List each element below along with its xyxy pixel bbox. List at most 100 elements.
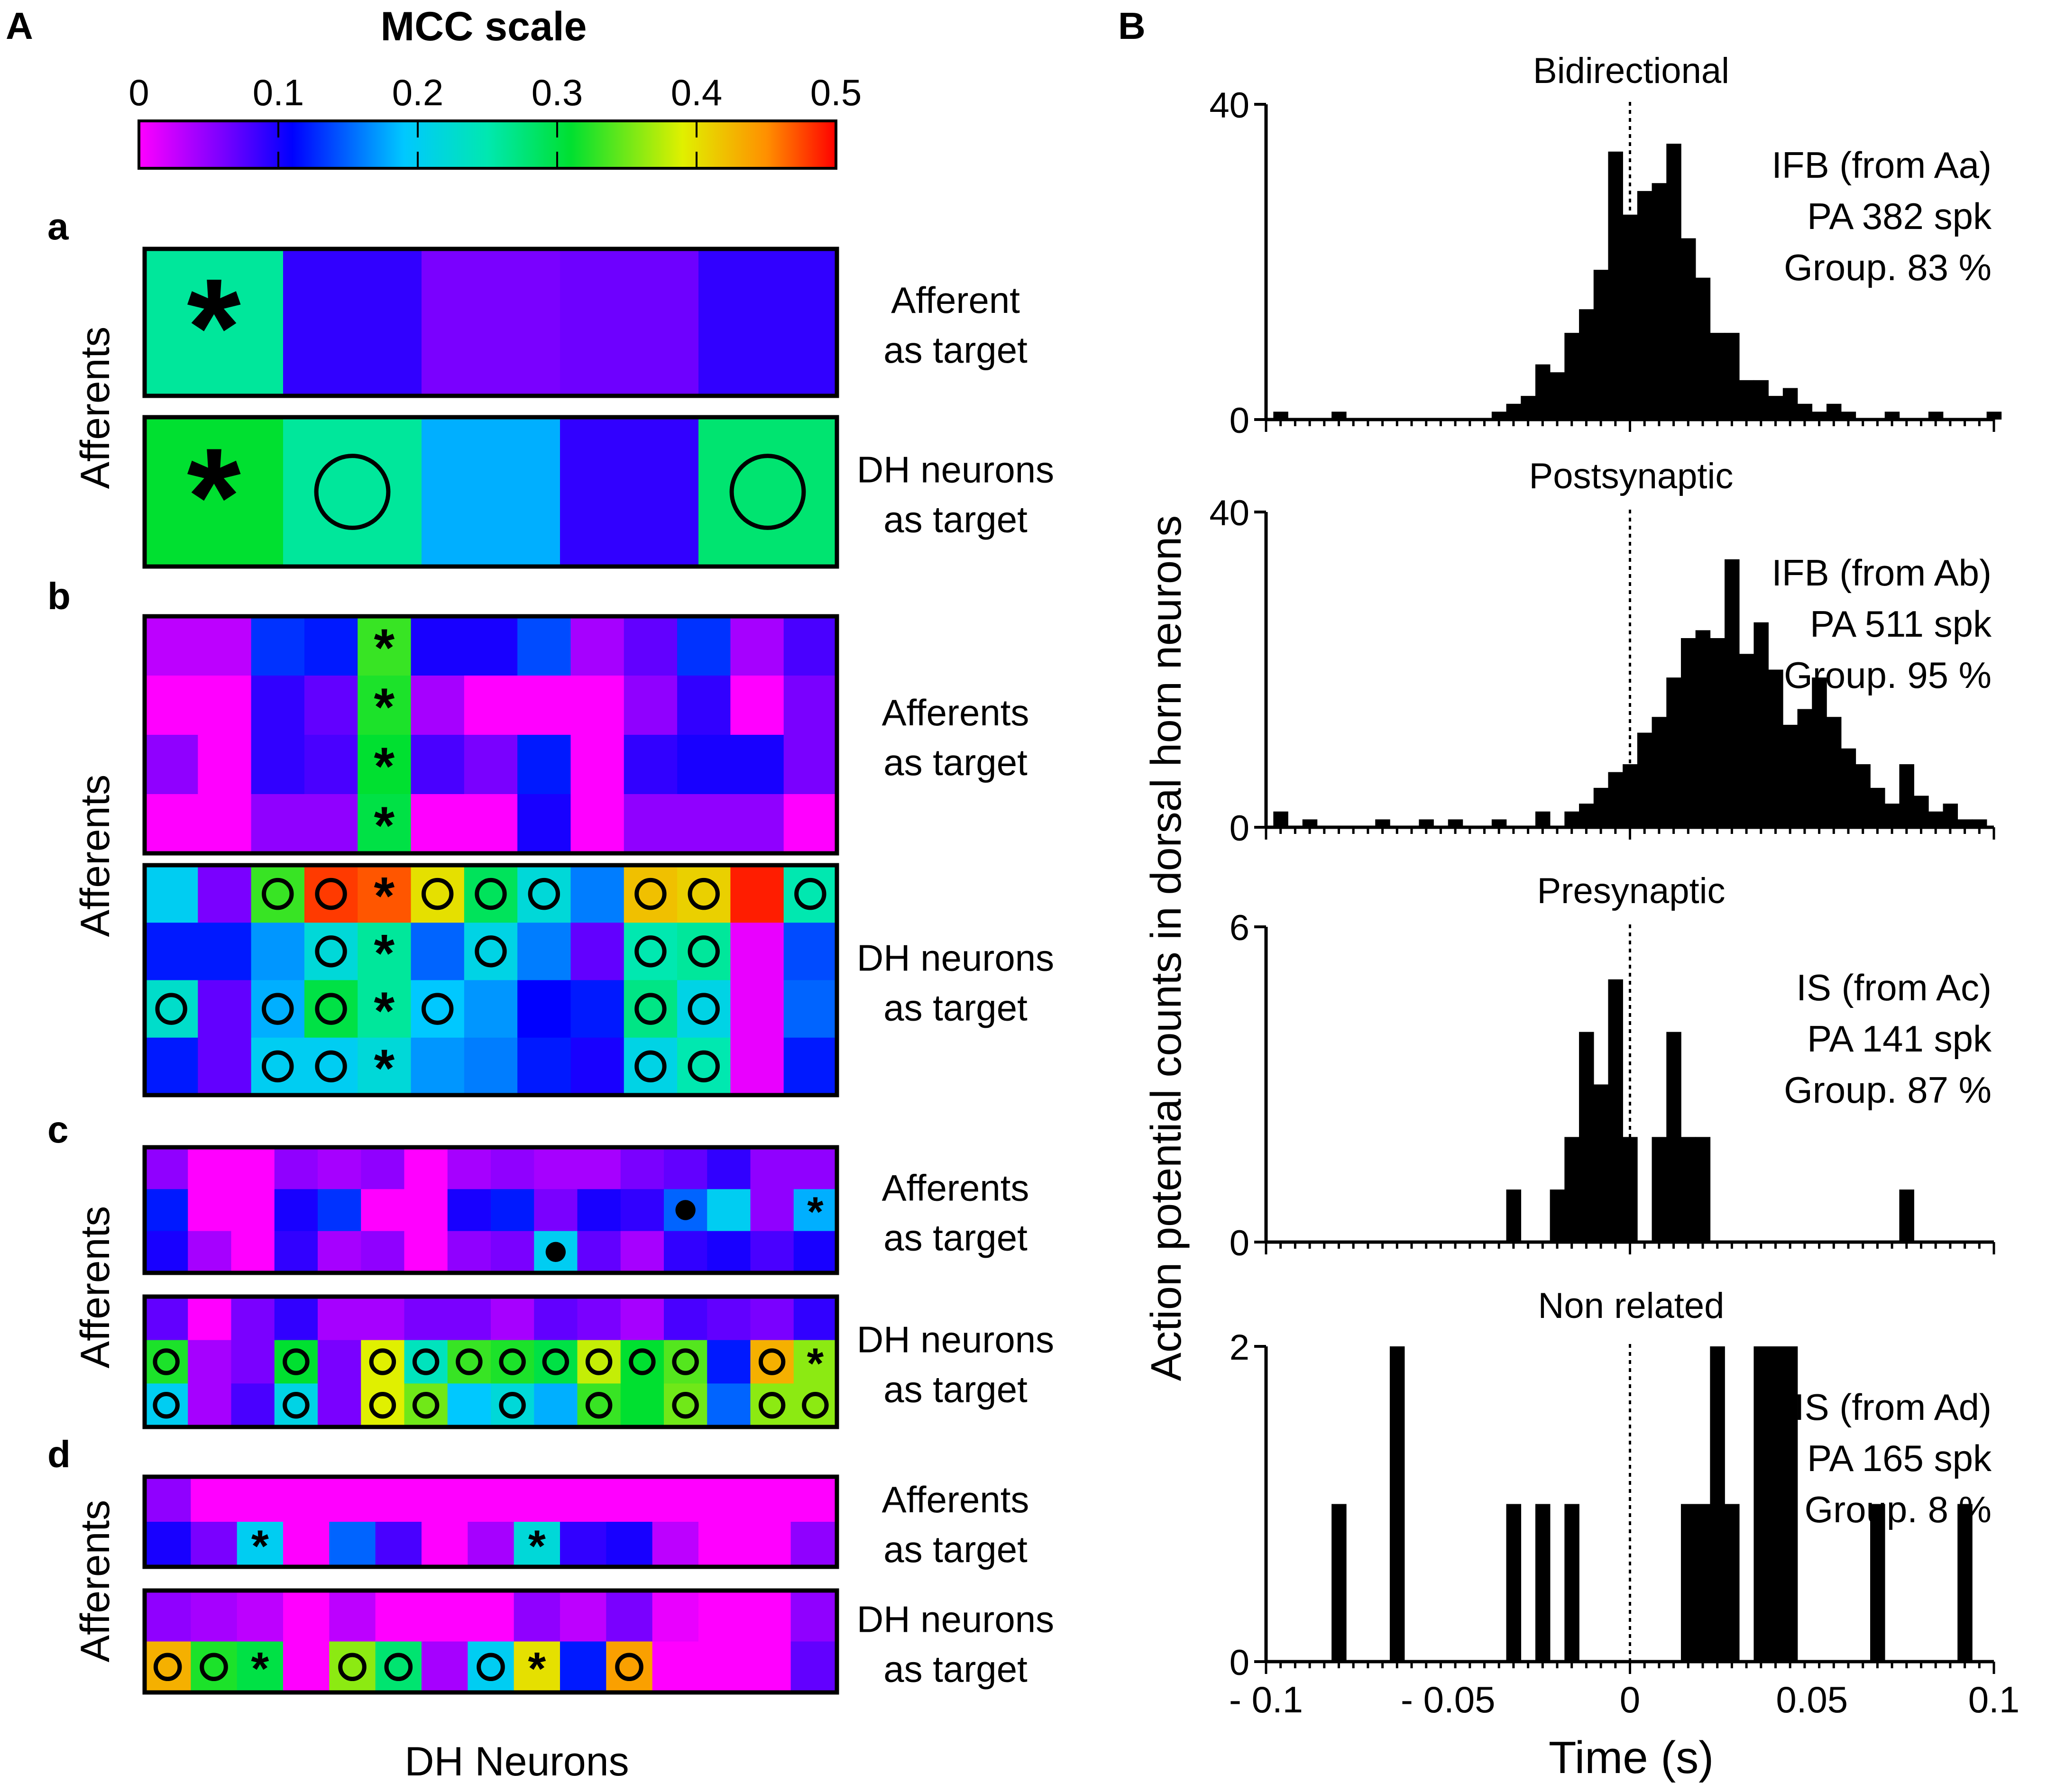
heatmap-cell [664,1340,707,1384]
heatmap-cell [375,1477,422,1522]
heatmap-cell [145,1189,188,1232]
heatmap-cell [624,1037,678,1096]
heatmap-cell [237,1477,284,1522]
heatmap-frame [142,1588,839,1695]
heatmap-cell [517,676,571,735]
histogram-bar [1753,1346,1769,1662]
heatmap-cell [411,616,465,676]
circle-marker [672,1348,699,1375]
subpanel-letter: a [47,205,69,247]
histogram-bar [1491,819,1507,827]
heatmap-cell [624,676,678,735]
y-tick-label: 2 [1230,1327,1249,1368]
heatmap-cell [707,1189,751,1232]
heatmap-cell [707,1383,751,1427]
heatmap-cell [744,1591,791,1642]
heatmap-cell [411,865,465,923]
heatmap-cell [304,676,358,735]
heatmap-cell [145,1522,191,1567]
histogram-annotation: IS (from Ad) [1794,1386,1992,1428]
histogram-bar [1593,787,1609,827]
x-tick-label: 0 [1620,1679,1640,1720]
heatmap-cell [652,1591,699,1642]
heatmap-cell [231,1189,275,1232]
histogram-bar [1957,819,1973,827]
circle-marker [585,1348,613,1375]
heatmap-cell [404,1147,448,1189]
heatmap-frame [142,415,839,569]
histogram-bar [1768,1346,1783,1662]
heatmap-cell [422,1641,468,1693]
colorbar-tick-label: 0 [129,72,149,113]
heatmap-cell [251,980,305,1038]
heatmap-cell [251,1037,305,1096]
histogram-bar [1564,811,1579,827]
target-label: DH neurons [857,937,1054,979]
histogram-panel: Bidirectional 0 40 IFB (from Aa) PA 382 spk G… [1209,51,2002,441]
heatmap-cell [624,980,678,1038]
heatmap-cell [730,676,784,735]
histogram-bar [1957,1504,1973,1662]
histogram-bar [1899,764,1914,827]
heatmap-cell [790,1641,837,1693]
circle-marker [585,1391,613,1419]
circle-marker [262,878,294,910]
heatmap-cell [698,1522,745,1567]
heatmap-cell [274,1340,318,1384]
star-marker: * [374,1038,395,1098]
heatmap-cell [744,1641,791,1693]
heatmap-cell [707,1147,751,1189]
star-marker: * [528,1521,546,1572]
circle-marker [688,935,720,968]
circle-marker [384,1653,413,1682]
heatmap-cell [534,1340,578,1384]
histogram-bar [1302,819,1318,827]
histogram-panel: Non related 0 2 IS (from Ad) PA 165 spk Group… [1230,1286,1995,1683]
histogram-bar [1550,1189,1565,1242]
heatmap-cell [790,1477,837,1522]
histogram-bar [1928,411,1944,420]
histogram-bar [1739,654,1754,827]
heatmap-cell [447,1231,491,1273]
heatmap-cell [464,735,518,795]
histogram-bar [1579,1032,1594,1242]
heatmap-cell [744,1477,791,1522]
heatmap-cell [145,735,198,795]
heatmap-cell [793,1147,837,1189]
heatmap-cell [329,1522,376,1567]
histogram-bar [1725,559,1740,827]
heatmap-cell [318,1189,361,1232]
histogram-bar [1972,819,1987,827]
histogram-bar [1797,403,1813,420]
target-label: as target [883,1528,1028,1570]
heatmap-cell [577,1147,621,1189]
histogram-annotation: Group. 8 % [1804,1489,1992,1530]
heatmap-cell [534,1189,578,1232]
afferents-axis-label: Afferents [73,1500,118,1663]
heatmap-cell [251,735,305,795]
colorbar-tick-label: 0.4 [671,72,722,113]
heatmap-cell [145,980,198,1038]
heatmap-cell [422,1591,468,1642]
histogram-bar [1506,403,1522,420]
histogram-bar [1637,732,1652,827]
histogram-annotation: PA 511 spk [1810,603,1992,645]
heatmap-cell [145,249,284,396]
circle-marker [688,1050,720,1083]
histogram-bar [1680,1137,1696,1242]
heatmap-cell [750,1383,794,1427]
heatmap-cell [560,1591,606,1642]
heatmap-cell [620,1297,664,1341]
circle-marker [499,1348,526,1375]
heatmap-cell [750,1147,794,1189]
heatmap-cell [577,1340,621,1384]
histogram-bar [1841,411,1856,420]
heatmap-cell [677,865,731,923]
histogram-bar [1725,1504,1740,1662]
heatmap-cell [231,1297,275,1341]
histogram-bar [1812,411,1827,420]
heatmap-cell [191,1522,238,1567]
histogram-title: Bidirectional [1533,51,1729,91]
histogram-bar [1739,380,1754,420]
heatmap-cell [750,1189,794,1232]
